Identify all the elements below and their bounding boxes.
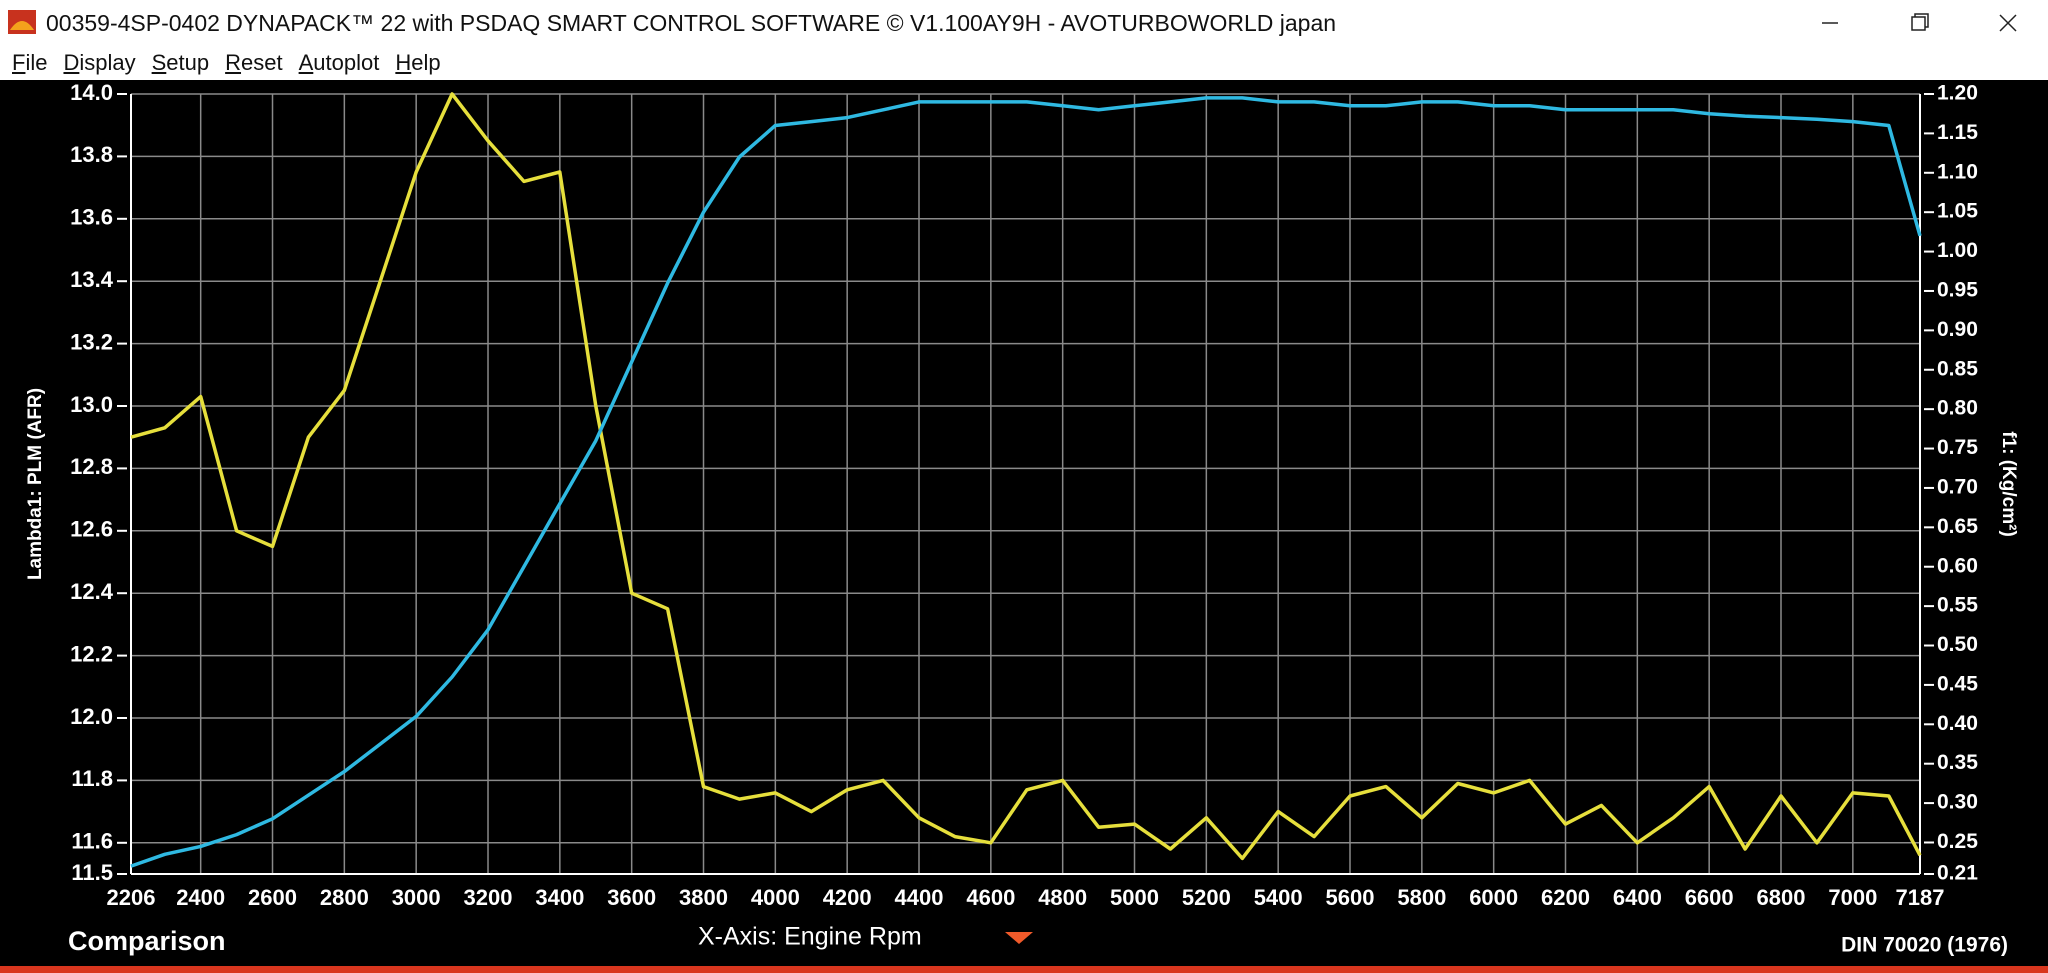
x-tick-label: 2600 bbox=[248, 885, 297, 910]
y2-tick-label: 1.15 bbox=[1937, 121, 1978, 144]
x-tick-label: 4400 bbox=[895, 885, 944, 910]
y2-tick-label: 0.80 bbox=[1937, 397, 1978, 420]
menu-bar: File Display Setup Reset Autoplot Help bbox=[0, 46, 2048, 80]
x-tick-label: 6400 bbox=[1613, 885, 1662, 910]
x-tick-label: 2206 bbox=[107, 885, 156, 910]
y-tick-label: 11.5 bbox=[71, 860, 113, 885]
y-tick-label: 14.0 bbox=[70, 80, 113, 105]
x-tick-label: 5800 bbox=[1397, 885, 1446, 910]
x-axis-dropdown[interactable] bbox=[1005, 932, 1033, 944]
x-tick-label: 2400 bbox=[176, 885, 225, 910]
app-icon bbox=[8, 10, 36, 34]
x-tick-label: 3800 bbox=[679, 885, 728, 910]
x-tick-label: 3600 bbox=[607, 885, 656, 910]
y-tick-label: 13.2 bbox=[70, 329, 113, 354]
y-axis-title: Lambda1: PLM (AFR) bbox=[25, 388, 46, 580]
x-axis-title[interactable]: X-Axis: Engine Rpm bbox=[698, 923, 922, 951]
menu-item[interactable]: Autoplot bbox=[298, 50, 380, 75]
y2-tick-label: 0.70 bbox=[1937, 475, 1978, 498]
y2-tick-label: 0.85 bbox=[1937, 357, 1978, 380]
y-tick-label: 13.4 bbox=[70, 267, 114, 292]
y-tick-label: 13.8 bbox=[70, 142, 113, 167]
y-tick-label: 12.0 bbox=[70, 704, 113, 729]
minimize-button[interactable] bbox=[1800, 0, 1860, 46]
y2-tick-label: 0.40 bbox=[1937, 712, 1978, 735]
x-tick-label: 5000 bbox=[1110, 885, 1159, 910]
x-tick-label: 2800 bbox=[320, 885, 369, 910]
y2-tick-label: 0.65 bbox=[1937, 515, 1978, 538]
menu-item[interactable]: Display bbox=[63, 50, 136, 75]
y-tick-label: 11.8 bbox=[71, 766, 113, 791]
x-tick-label: 5400 bbox=[1254, 885, 1303, 910]
x-tick-label: 4600 bbox=[966, 885, 1015, 910]
x-tick-label: 6600 bbox=[1685, 885, 1734, 910]
y2-tick-label: 0.45 bbox=[1937, 672, 1978, 695]
y-tick-label: 13.0 bbox=[70, 392, 113, 417]
x-tick-label: 3200 bbox=[464, 885, 513, 910]
y-tick-label: 12.8 bbox=[70, 454, 113, 479]
x-tick-label: 4000 bbox=[751, 885, 800, 910]
y2-axis-title: f1: (Kg/cm²) bbox=[1998, 431, 2019, 537]
bottom-strip bbox=[0, 966, 2048, 973]
title-bar: 00359-4SP-0402 DYNAPACK™ 22 with PSDAQ S… bbox=[0, 0, 2048, 46]
x-tick-label: 5200 bbox=[1182, 885, 1231, 910]
y-tick-label: 11.6 bbox=[71, 829, 113, 854]
y2-tick-label: 1.00 bbox=[1937, 239, 1978, 262]
data-line bbox=[130, 96, 1922, 868]
x-tick-label: 4800 bbox=[1038, 885, 1087, 910]
y2-tick-label: 1.05 bbox=[1937, 200, 1978, 223]
menu-item[interactable]: File bbox=[12, 50, 48, 75]
y2-tick-label: 0.30 bbox=[1937, 791, 1978, 814]
restore-button[interactable] bbox=[1890, 0, 1950, 46]
x-tick-label: 6200 bbox=[1541, 885, 1590, 910]
y2-tick-label: 0.75 bbox=[1937, 436, 1978, 459]
chart-background bbox=[0, 80, 2048, 966]
y2-tick-label: 0.35 bbox=[1937, 751, 1978, 774]
x-tick-label: 4200 bbox=[823, 885, 872, 910]
x-tick-label: 6800 bbox=[1757, 885, 1806, 910]
x-tick-label: 7187 bbox=[1896, 885, 1945, 910]
y-tick-label: 12.6 bbox=[70, 517, 113, 542]
window-title: 00359-4SP-0402 DYNAPACK™ 22 with PSDAQ S… bbox=[46, 10, 1337, 36]
y2-tick-label: 1.20 bbox=[1937, 82, 1978, 105]
y2-tick-label: 0.21 bbox=[1937, 862, 1978, 885]
x-tick-label: 5600 bbox=[1326, 885, 1375, 910]
x-tick-label: 6000 bbox=[1469, 885, 1518, 910]
y-tick-label: 12.4 bbox=[70, 579, 114, 604]
y2-tick-label: 0.55 bbox=[1937, 594, 1978, 617]
footer-left: Comparison bbox=[68, 926, 226, 956]
y2-tick-label: 0.90 bbox=[1937, 318, 1978, 341]
x-tick-label: 3000 bbox=[392, 885, 441, 910]
y2-tick-label: 0.50 bbox=[1937, 633, 1978, 656]
y2-tick-label: 0.60 bbox=[1937, 554, 1978, 577]
menu-item[interactable]: Help bbox=[395, 50, 441, 75]
x-tick-label: 7000 bbox=[1828, 885, 1877, 910]
y2-tick-label: 0.25 bbox=[1937, 830, 1978, 853]
y-tick-label: 12.2 bbox=[70, 641, 113, 666]
menu-item[interactable]: Reset bbox=[225, 50, 283, 75]
menu-item[interactable]: Setup bbox=[151, 50, 210, 75]
close-button[interactable] bbox=[1978, 0, 2038, 46]
footer-right: DIN 70020 (1976) bbox=[1841, 934, 2008, 957]
y2-tick-label: 0.95 bbox=[1937, 279, 1978, 302]
y-tick-label: 13.6 bbox=[70, 205, 113, 230]
data-line bbox=[130, 92, 1922, 861]
y2-tick-label: 1.10 bbox=[1937, 160, 1978, 183]
x-tick-label: 3400 bbox=[535, 885, 584, 910]
